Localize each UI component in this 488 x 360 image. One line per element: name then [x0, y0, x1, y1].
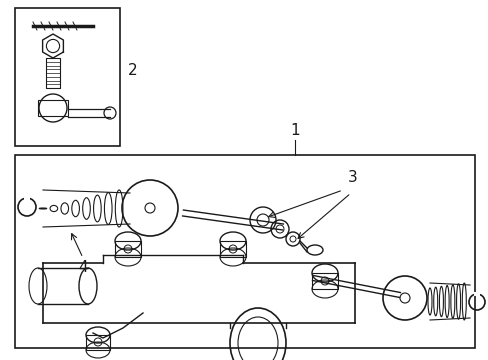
Text: 3: 3: [347, 170, 357, 185]
Text: 4: 4: [78, 260, 88, 275]
Bar: [15, 8, 120, 146]
Bar: [15, 155, 474, 348]
Bar: [86, 335, 110, 350]
Bar: [38, 100, 68, 116]
Bar: [473, 292, 479, 296]
Bar: [24, 196, 30, 200]
Bar: [115, 241, 141, 257]
Bar: [220, 241, 245, 257]
Bar: [311, 273, 337, 289]
Text: 1: 1: [289, 123, 299, 138]
Bar: [46, 58, 60, 88]
Text: 2: 2: [128, 63, 137, 78]
